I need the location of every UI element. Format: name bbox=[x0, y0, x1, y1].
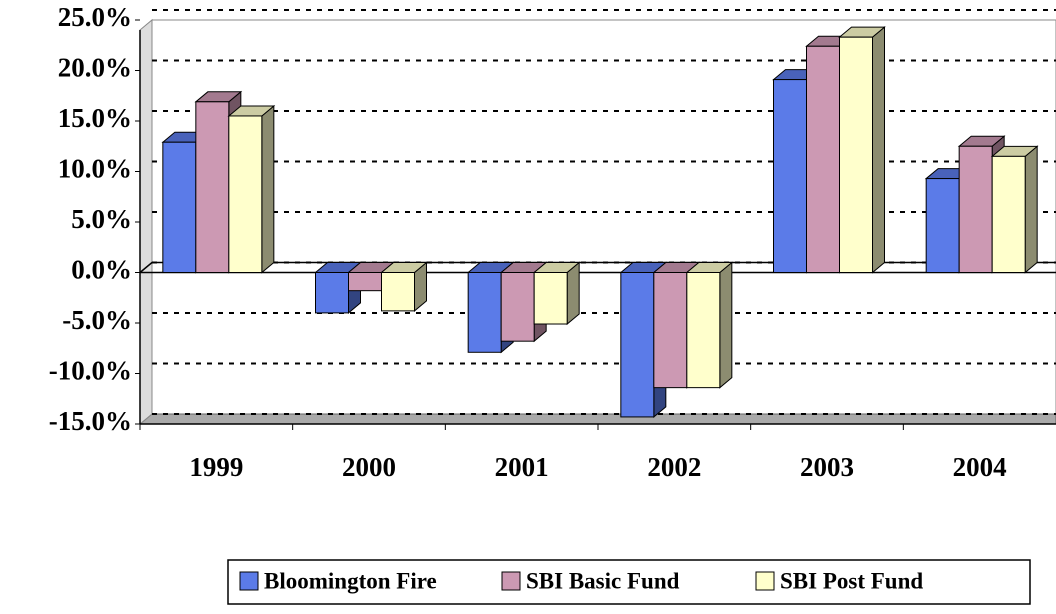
y-tick-label: 20.0% bbox=[58, 53, 132, 83]
y-tick-label: 5.0% bbox=[71, 204, 132, 234]
bar-side bbox=[1024, 145, 1038, 274]
x-tick-label: 2000 bbox=[342, 452, 396, 482]
y-tick-label: -15.0% bbox=[49, 406, 132, 436]
legend-label: SBI Post Fund bbox=[780, 568, 923, 593]
bar bbox=[467, 272, 502, 353]
legend-label: Bloomington Fire bbox=[264, 568, 437, 593]
bar bbox=[348, 272, 382, 292]
bar bbox=[315, 272, 349, 314]
bar-side bbox=[872, 26, 885, 274]
bar bbox=[653, 272, 688, 389]
bar bbox=[806, 45, 840, 274]
x-tick-label: 1999 bbox=[189, 452, 243, 482]
y-tick-label: -5.0% bbox=[62, 305, 132, 335]
bar bbox=[686, 272, 721, 389]
legend-swatch bbox=[755, 571, 775, 591]
bar bbox=[620, 272, 655, 418]
bar bbox=[228, 115, 263, 273]
side-wall bbox=[139, 18, 153, 426]
zero-plane bbox=[139, 261, 1056, 274]
bar bbox=[925, 178, 960, 274]
bar-side bbox=[719, 261, 733, 389]
x-tick-label: 2001 bbox=[495, 452, 549, 482]
y-tick-label: 10.0% bbox=[58, 154, 132, 184]
bar bbox=[500, 272, 535, 342]
bar bbox=[839, 36, 873, 273]
bar bbox=[162, 141, 197, 273]
legend-swatch bbox=[501, 571, 521, 591]
legend-label: SBI Basic Fund bbox=[526, 568, 680, 593]
bar bbox=[533, 272, 568, 325]
bar bbox=[195, 101, 230, 273]
bar bbox=[991, 155, 1026, 274]
legend-swatch bbox=[239, 571, 259, 591]
y-tick-label: 15.0% bbox=[58, 103, 132, 133]
bar-side bbox=[566, 261, 580, 326]
x-tick-label: 2004 bbox=[953, 452, 1007, 482]
y-tick-label: 25.0% bbox=[58, 2, 132, 32]
legend-box bbox=[227, 559, 1031, 605]
bar bbox=[958, 145, 993, 273]
x-tick-label: 2002 bbox=[647, 452, 701, 482]
bar bbox=[773, 79, 807, 273]
back-wall bbox=[151, 19, 1056, 415]
floor bbox=[138, 413, 1056, 425]
bar-side bbox=[261, 104, 275, 274]
y-tick-label: -10.0% bbox=[49, 356, 132, 386]
y-tick-label: 0.0% bbox=[71, 255, 132, 285]
x-tick-label: 2003 bbox=[800, 452, 854, 482]
bar bbox=[381, 272, 415, 312]
